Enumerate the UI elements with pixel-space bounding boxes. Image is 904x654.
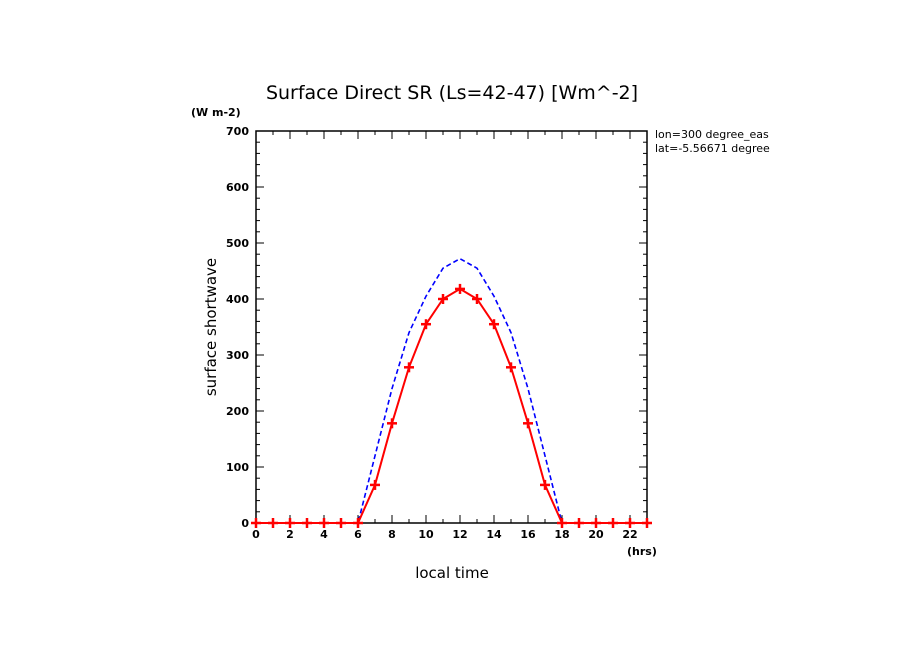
series-layer <box>251 257 652 528</box>
data-point <box>608 518 618 528</box>
x-tick-label: 0 <box>252 528 260 541</box>
x-tick-label: 20 <box>588 528 604 541</box>
data-point <box>540 479 550 490</box>
data-point <box>557 518 567 528</box>
y-tick-label: 300 <box>226 349 249 362</box>
chart-title: Surface Direct SR (Ls=42-47) [Wm^-2] <box>266 82 638 104</box>
x-tick-label: 8 <box>388 528 396 541</box>
data-point <box>336 518 346 528</box>
x-tick-label: 4 <box>320 528 328 541</box>
data-point <box>404 362 414 373</box>
y-tick-label: 0 <box>241 517 249 530</box>
data-point <box>625 518 635 528</box>
y-tick-label: 700 <box>226 125 249 138</box>
y-tick-label: 500 <box>226 237 249 250</box>
data-point <box>455 283 465 294</box>
data-point <box>285 518 295 528</box>
data-point <box>370 479 380 490</box>
data-point <box>642 518 652 528</box>
data-point <box>251 518 261 528</box>
y-tick-label: 100 <box>226 461 249 474</box>
annotation-lon: lon=300 degree_eas <box>655 128 769 141</box>
data-point <box>319 518 329 528</box>
plot-frame <box>255 130 648 524</box>
y-axis-label: surface shortwave <box>202 258 220 396</box>
x-tick-label: 10 <box>418 528 434 541</box>
x-tick-label: 18 <box>554 528 569 541</box>
data-point <box>591 518 601 528</box>
data-point <box>506 362 516 373</box>
data-point <box>438 294 448 304</box>
data-point <box>353 518 363 528</box>
x-tick-label: 2 <box>286 528 294 541</box>
x-unit-label: (hrs) <box>627 545 657 558</box>
series-line-1 <box>256 257 647 524</box>
annotation-lat: lat=-5.56671 degree <box>655 142 770 155</box>
axis-ticks: 0 2 4 6 8 10 12 14 16 18 20 22 0 100 200 300 400 500 600 70… <box>226 125 648 541</box>
y-tick-label: 600 <box>226 181 249 194</box>
x-tick-label: 12 <box>452 528 467 541</box>
data-point <box>268 518 278 528</box>
x-axis-label: local time <box>415 564 489 582</box>
series-line-0 <box>256 287 647 524</box>
x-tick-label: 16 <box>520 528 536 541</box>
data-point <box>472 294 482 304</box>
data-point <box>421 319 431 330</box>
data-point <box>574 518 584 528</box>
data-point <box>387 418 397 429</box>
y-tick-label: 400 <box>226 293 249 306</box>
data-point <box>489 319 499 330</box>
x-tick-label: 6 <box>354 528 362 541</box>
y-tick-label: 200 <box>226 405 249 418</box>
x-tick-label: 14 <box>486 528 502 541</box>
data-point <box>302 518 312 528</box>
data-point <box>523 418 533 429</box>
x-tick-label: 22 <box>622 528 637 541</box>
y-unit-label: (W m-2) <box>191 106 241 119</box>
